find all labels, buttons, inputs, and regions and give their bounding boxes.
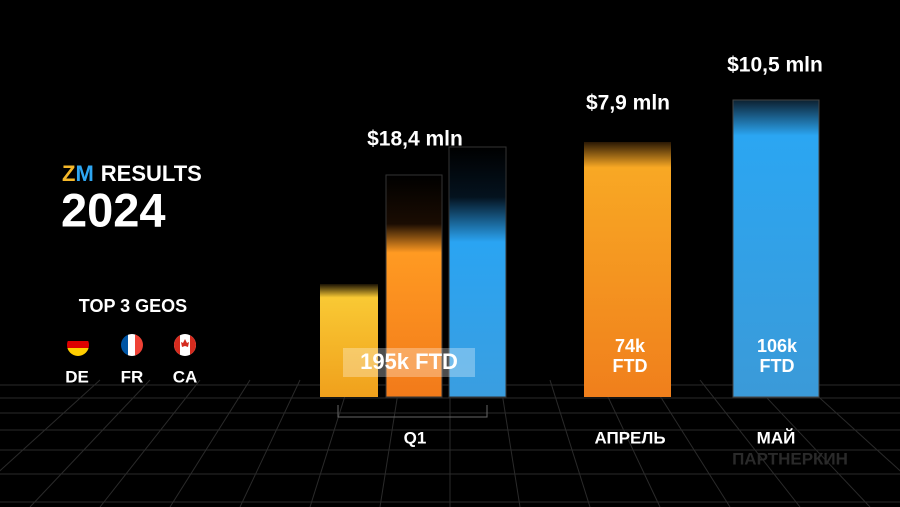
group-label: АПРЕЛЬ (594, 428, 665, 447)
bar (448, 146, 507, 398)
bracket (337, 405, 488, 418)
ftd: FTD (613, 356, 648, 376)
bar (385, 174, 443, 398)
flag-de (67, 334, 89, 356)
geos-title: TOP 3 GEOS (79, 296, 187, 316)
ftd-box (343, 348, 475, 377)
bar (584, 142, 671, 397)
geo-label: DE (65, 367, 89, 386)
ftd: 106k (757, 336, 798, 356)
ftd: 74k (615, 336, 646, 356)
brand-z: Z (62, 161, 75, 186)
amount: $18,4 mln (367, 128, 463, 151)
bar (732, 99, 820, 398)
watermark: ПАРТНЕРКИН (732, 449, 848, 468)
geo-label: FR (121, 367, 144, 386)
flag-ca (174, 334, 196, 356)
geo-label: CA (173, 367, 198, 386)
floor-grid (0, 379, 900, 507)
year: 2024 (61, 183, 166, 236)
group-label: МАЙ (757, 428, 796, 447)
amount: $10,5 mln (727, 54, 823, 77)
amount: $7,9 mln (586, 92, 670, 115)
group-label: Q1 (404, 428, 427, 447)
title: RESULTS (101, 161, 202, 186)
brand: ZM RESULTS (62, 161, 202, 186)
brand-m: M (75, 161, 93, 186)
ftd: FTD (760, 356, 795, 376)
ftd: 195k FTD (360, 349, 458, 374)
flag-fr (121, 334, 143, 356)
bar (320, 284, 378, 397)
